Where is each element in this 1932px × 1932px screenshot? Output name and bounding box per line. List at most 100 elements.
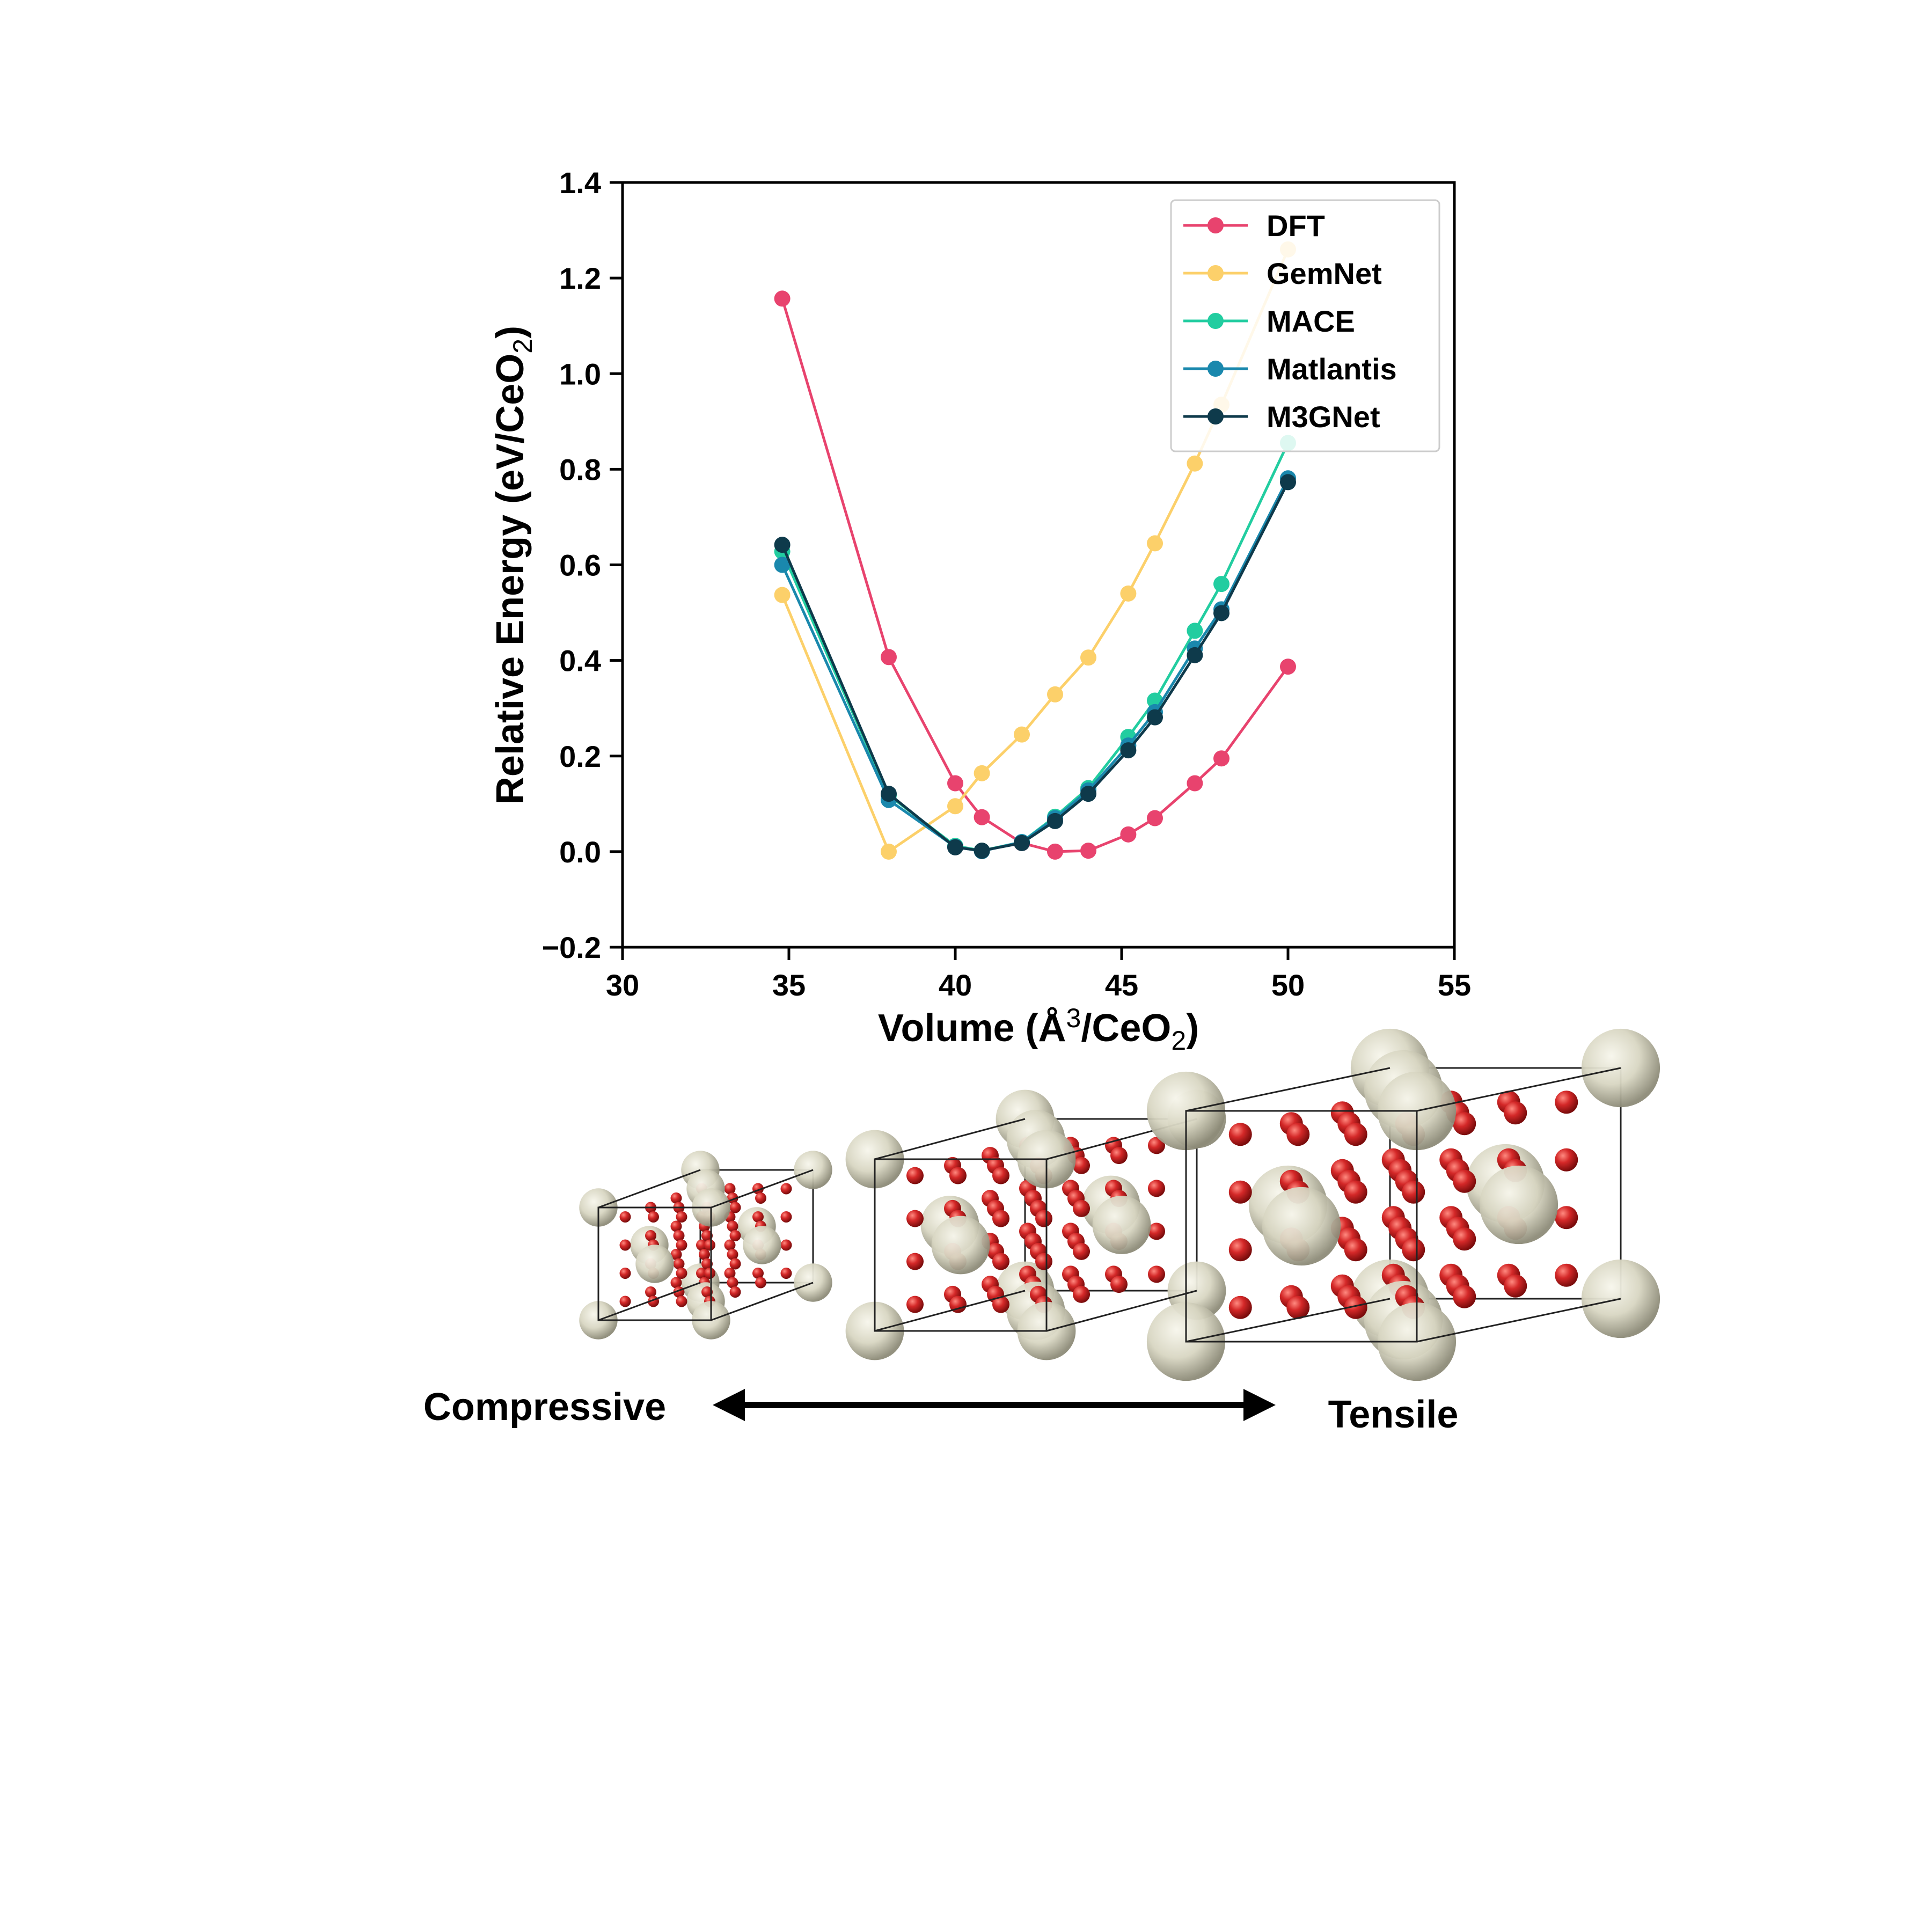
oxygen-atom xyxy=(676,1211,687,1223)
legend-box xyxy=(1170,199,1440,452)
oxygen-atom xyxy=(992,1296,1009,1313)
series-line-m3gnet xyxy=(781,481,1290,852)
series-matlantis xyxy=(774,470,1296,859)
data-point-mace xyxy=(1213,576,1230,592)
oxygen-atom xyxy=(906,1296,924,1313)
data-point-dft xyxy=(1120,826,1137,843)
oxygen-atom xyxy=(949,1296,967,1313)
oxygen-atom xyxy=(780,1239,792,1251)
cerium-atom xyxy=(635,1245,674,1283)
oxygen-atom xyxy=(1555,1091,1578,1114)
data-point-gemnet xyxy=(1047,686,1063,702)
legend-marker xyxy=(1208,313,1224,329)
legend-item-dft: DFT xyxy=(1183,209,1325,243)
oxygen-atom xyxy=(755,1192,766,1204)
data-point-gemnet xyxy=(1147,535,1163,552)
legend: DFT GemNet MACE Matlantis M3GNet xyxy=(1170,199,1440,452)
oxygen-atom xyxy=(1555,1206,1578,1230)
legend-marker xyxy=(1208,408,1224,425)
oxygen-atom xyxy=(1228,1123,1252,1146)
oxygen-atom xyxy=(1148,1223,1165,1240)
y-tick-label: 0.0 xyxy=(559,835,601,869)
oxygen-atom xyxy=(619,1211,631,1223)
data-point-m3gnet xyxy=(774,537,791,553)
oxygen-atom xyxy=(1286,1123,1310,1146)
oxygen-atom xyxy=(699,1249,710,1260)
compressive-label: Compressive xyxy=(423,1386,666,1429)
oxygen-atom xyxy=(1402,1180,1425,1204)
oxygen-atom xyxy=(1453,1285,1476,1308)
legend-item-gemnet: GemNet xyxy=(1183,257,1382,290)
data-point-m3gnet xyxy=(881,786,897,802)
data-point-dft xyxy=(1213,750,1230,767)
oxygen-atom xyxy=(1504,1274,1527,1298)
tensile-label: Tensile xyxy=(1328,1393,1459,1436)
oxygen-atom xyxy=(645,1286,656,1298)
oxygen-atom xyxy=(1344,1123,1367,1146)
expanded-cell xyxy=(1146,1028,1660,1381)
data-point-gemnet xyxy=(774,587,791,603)
x-axis-label: Volume (Å3/CeO2) xyxy=(878,1003,1199,1056)
data-point-gemnet xyxy=(947,798,963,815)
oxygen-atom xyxy=(701,1286,713,1298)
data-point-dft xyxy=(1147,810,1163,826)
data-point-m3gnet xyxy=(1014,835,1030,851)
oxygen-atom xyxy=(780,1268,792,1279)
data-point-dft xyxy=(947,775,963,792)
oxygen-atom xyxy=(1344,1296,1367,1319)
legend-item-m3gnet: M3GNet xyxy=(1183,400,1380,434)
data-point-m3gnet xyxy=(947,839,963,855)
y-tick-label: 0.8 xyxy=(559,452,601,486)
cerium-atom xyxy=(931,1216,990,1275)
oxygen-atom xyxy=(724,1183,736,1195)
oxygen-atom xyxy=(673,1230,685,1241)
y-tick-label: −0.2 xyxy=(541,931,601,964)
oxygen-atom xyxy=(1035,1253,1052,1270)
data-point-m3gnet xyxy=(1187,647,1203,663)
data-point-gemnet xyxy=(1187,455,1203,472)
oxygen-atom xyxy=(1110,1147,1128,1165)
y-tick-label: 0.4 xyxy=(559,644,601,678)
cerium-atom xyxy=(1262,1187,1341,1266)
data-point-m3gnet xyxy=(1147,709,1163,726)
oxygen-atom xyxy=(704,1268,715,1279)
cell-depth-edge xyxy=(1185,1067,1391,1112)
oxygen-atom xyxy=(701,1230,713,1241)
y-tick-label: 0.2 xyxy=(559,740,601,773)
legend-label: DFT xyxy=(1267,209,1325,243)
oxygen-atom xyxy=(1504,1101,1527,1125)
y-tick-label: 1.2 xyxy=(559,261,601,295)
oxygen-atom xyxy=(1148,1180,1165,1197)
data-point-gemnet xyxy=(881,843,897,860)
data-point-m3gnet xyxy=(974,843,990,859)
series-m3gnet xyxy=(774,474,1296,859)
oxygen-atom xyxy=(1344,1238,1367,1262)
oxygen-atom xyxy=(1453,1169,1476,1193)
oxygen-atom xyxy=(724,1239,736,1251)
data-point-m3gnet xyxy=(1047,813,1063,829)
cell-depth-edge xyxy=(711,1169,814,1209)
data-point-gemnet xyxy=(1014,726,1030,743)
cerium-atom xyxy=(1092,1196,1151,1254)
oxygen-atom xyxy=(992,1167,1009,1184)
y-tick-label: 1.4 xyxy=(559,166,601,200)
data-point-gemnet xyxy=(1080,649,1096,666)
data-point-dft xyxy=(881,649,897,665)
oxygen-atom xyxy=(729,1286,741,1298)
cell-depth-edge xyxy=(1185,1298,1391,1343)
oxygen-atom xyxy=(729,1258,741,1270)
legend-marker xyxy=(1208,217,1224,233)
oxygen-atom xyxy=(1148,1265,1165,1283)
legend-label: M3GNet xyxy=(1267,400,1380,434)
data-point-mace xyxy=(1187,623,1203,639)
oxygen-atom xyxy=(645,1230,656,1241)
oxygen-atom xyxy=(729,1230,741,1241)
oxygen-atom xyxy=(704,1239,715,1251)
oxygen-atom xyxy=(1228,1238,1252,1262)
x-axis: 30 35 40 45 50 55 xyxy=(606,947,1471,1002)
oxygen-atom xyxy=(696,1239,707,1251)
data-point-matlantis xyxy=(774,557,791,573)
cell-depth-edge xyxy=(1416,1298,1621,1343)
data-point-m3gnet xyxy=(1120,742,1137,759)
oxygen-atom xyxy=(727,1277,738,1289)
